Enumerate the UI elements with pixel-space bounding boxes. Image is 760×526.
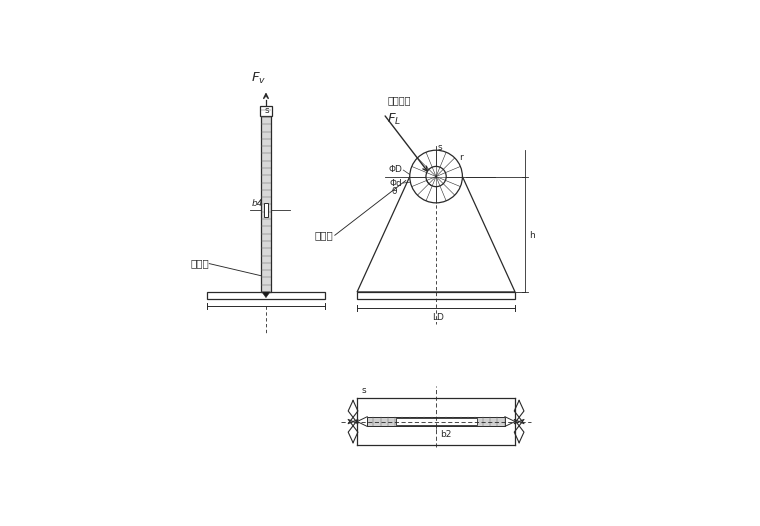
Polygon shape (395, 418, 477, 425)
Circle shape (426, 166, 446, 187)
Text: LD: LD (432, 313, 444, 322)
Polygon shape (262, 292, 270, 298)
Text: 吊拉方向: 吊拉方向 (388, 96, 411, 106)
Polygon shape (261, 116, 271, 292)
Text: s: s (361, 386, 366, 395)
Text: θ: θ (391, 187, 397, 196)
Text: $F_L$: $F_L$ (387, 112, 401, 127)
Text: 吊耳板: 吊耳板 (191, 259, 209, 269)
Polygon shape (207, 292, 325, 299)
Polygon shape (357, 177, 515, 292)
Text: Φd: Φd (390, 179, 403, 188)
Circle shape (410, 150, 462, 203)
Text: r: r (459, 153, 463, 162)
Text: h: h (529, 231, 535, 240)
Text: b2: b2 (440, 430, 451, 439)
Text: b4: b4 (252, 199, 263, 208)
Polygon shape (357, 292, 515, 299)
Text: ΦD: ΦD (388, 165, 403, 174)
Text: 吊耳板: 吊耳板 (314, 230, 333, 240)
Text: $F_v$: $F_v$ (251, 71, 266, 86)
Polygon shape (264, 203, 268, 217)
Text: s: s (264, 106, 269, 115)
Text: s: s (438, 143, 442, 152)
Polygon shape (260, 106, 271, 116)
Polygon shape (367, 417, 505, 427)
